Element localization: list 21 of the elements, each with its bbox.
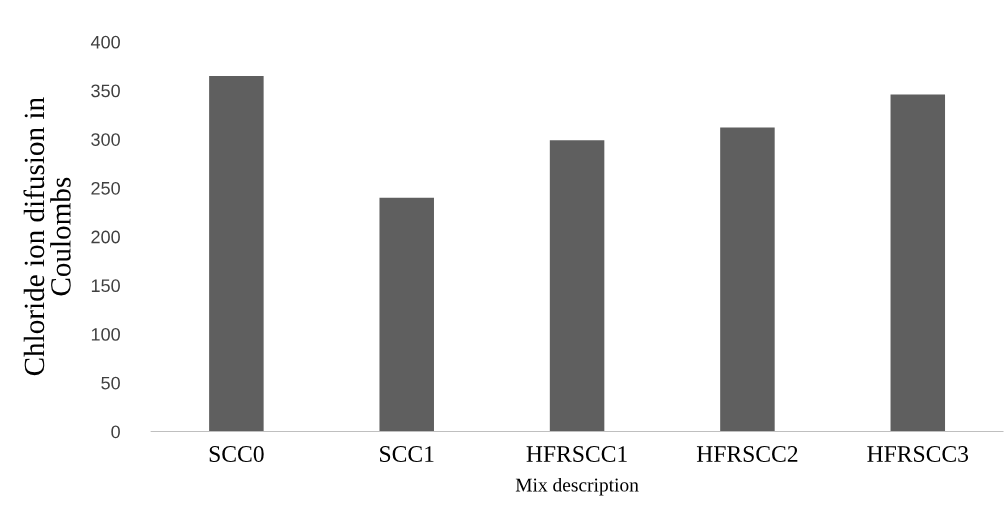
x-tick-label: SCC0 xyxy=(209,446,264,462)
bar xyxy=(720,127,775,432)
x-axis-title: Mix description xyxy=(515,477,639,496)
x-tick-label: HFRSCC3 xyxy=(867,446,969,462)
y-tick-label: 0 xyxy=(111,425,120,439)
bar xyxy=(209,75,264,432)
y-tick-label: 300 xyxy=(91,133,120,146)
y-tick-label: 250 xyxy=(91,181,120,195)
y-tick-label: 350 xyxy=(91,84,120,98)
y-tick-label: 400 xyxy=(90,35,120,49)
y-axis-title: Chloride ion difusion in Coulombs xyxy=(23,97,71,376)
y-tick-label: 50 xyxy=(101,376,120,390)
y-tick-label: 100 xyxy=(91,328,120,341)
x-tick-label: HFRSCC2 xyxy=(696,446,798,462)
y-tick-label: 200 xyxy=(91,230,120,244)
bar xyxy=(379,197,434,432)
bar xyxy=(549,140,605,432)
x-tick-label: HFRSCC1 xyxy=(526,446,627,462)
y-tick-label: 150 xyxy=(91,279,120,293)
bar xyxy=(890,94,946,432)
x-tick-label: SCC1 xyxy=(380,446,434,462)
